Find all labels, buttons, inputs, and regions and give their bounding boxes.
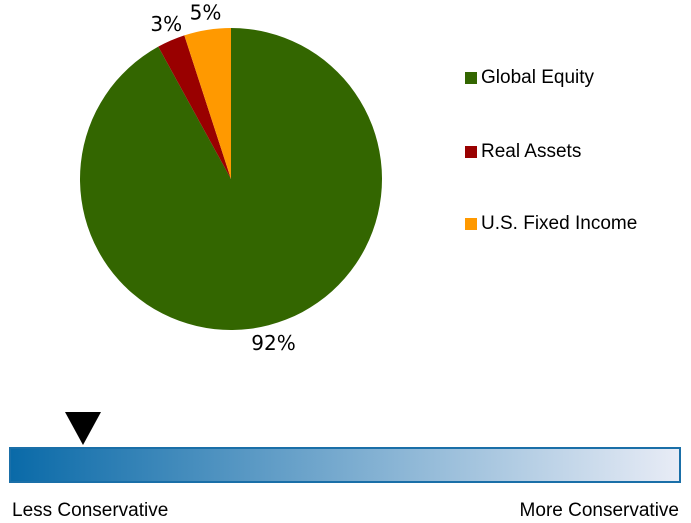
legend-item-real-assets: Real Assets: [465, 141, 581, 163]
legend-item-us-fixed-income: U.S. Fixed Income: [465, 213, 637, 235]
slice-value-label: 3%: [150, 12, 182, 36]
risk-gradient-bar: [9, 447, 681, 483]
legend-label: Real Assets: [481, 141, 582, 162]
slice-value-label: 92%: [251, 331, 295, 355]
pie-slices: [79, 28, 383, 330]
risk-level-marker: [64, 412, 101, 445]
legend-label: Global Equity: [481, 67, 595, 88]
pie-slice-u-s-fixed-income: [184, 28, 231, 179]
legend-swatch: [465, 72, 477, 84]
legend-item-global-equity: Global Equity: [465, 67, 594, 89]
pie-slice-real-assets: [158, 35, 231, 179]
less-conservative-label: Less Conservative: [12, 500, 169, 521]
pie-chart: 92% 3% 5%: [79, 1, 383, 356]
pie-slice-labels: 92% 3% 5%: [150, 1, 295, 356]
slice-value-label: 5%: [190, 1, 222, 25]
legend-swatch: [465, 218, 477, 230]
legend-swatch: [465, 146, 477, 158]
more-conservative-label: More Conservative: [519, 500, 679, 521]
legend-label: U.S. Fixed Income: [481, 213, 638, 234]
